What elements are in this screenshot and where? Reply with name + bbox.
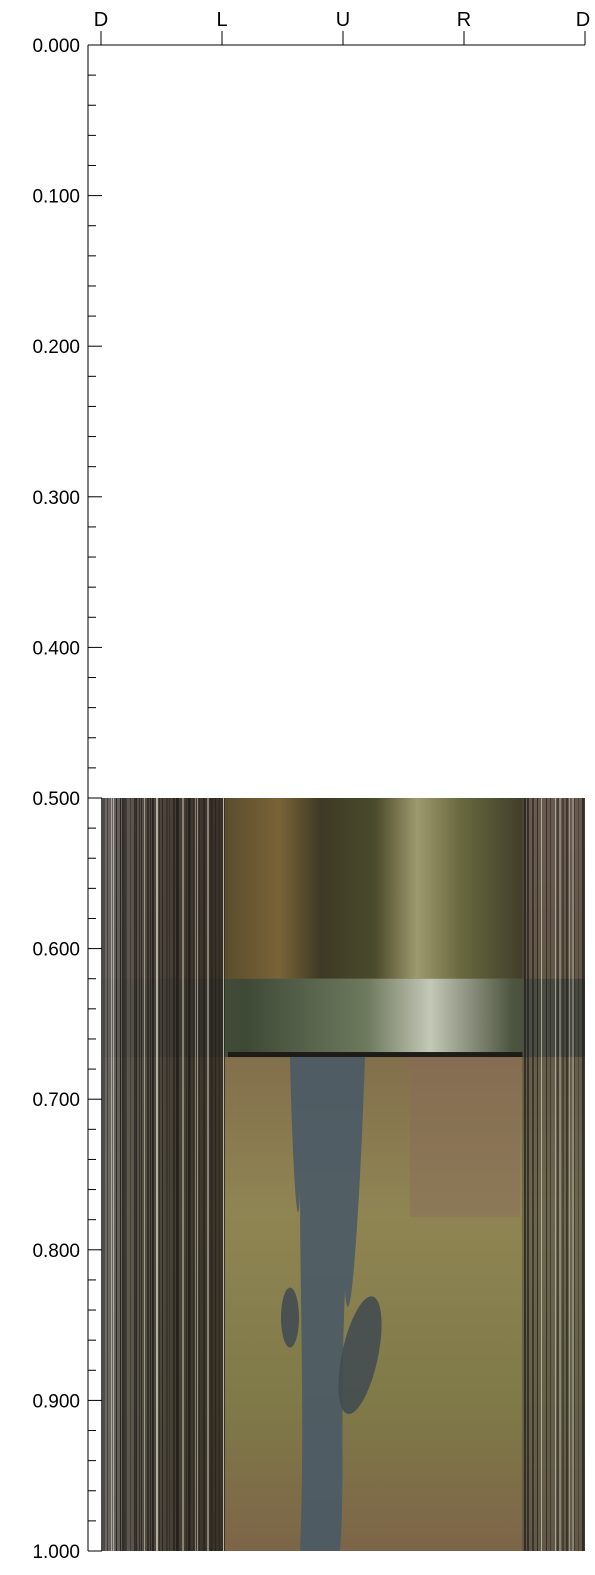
image-stripe <box>197 798 198 1551</box>
image-stripe <box>116 798 117 1551</box>
depth-label: 0.000 <box>32 36 80 57</box>
image-stripe <box>562 798 564 1551</box>
image-stripe <box>566 798 568 1551</box>
image-stripe <box>101 798 103 1551</box>
image-stripe <box>203 798 205 1551</box>
depth-label: 0.900 <box>32 1391 80 1412</box>
orientation-label: R <box>457 9 471 31</box>
image-stripe <box>169 798 170 1551</box>
image-stripe <box>578 798 579 1551</box>
image-stripe <box>574 798 575 1551</box>
image-stripe <box>559 798 561 1551</box>
depth-label: 0.400 <box>32 638 80 659</box>
image-stripe <box>527 798 529 1551</box>
image-stripe <box>134 798 136 1551</box>
depth-label: 1.000 <box>32 1542 80 1563</box>
depth-label: 0.300 <box>32 488 80 509</box>
image-stripe <box>141 798 142 1551</box>
depth-label: 0.200 <box>32 337 80 358</box>
image-stripe <box>215 798 216 1551</box>
soil-patch <box>410 1057 520 1218</box>
image-stripe <box>182 798 184 1551</box>
image-stripe <box>159 798 160 1551</box>
depth-axis: 0.000 0.100 0.200 0.300 0.400 0.500 0.600 0.700… <box>32 36 102 1563</box>
image-stripe <box>124 798 126 1551</box>
image-stripe <box>546 798 547 1551</box>
image-stripe <box>199 798 200 1551</box>
image-stripe <box>173 798 175 1551</box>
image-stripe <box>190 798 191 1551</box>
stripe-group <box>101 798 585 1551</box>
image-stripe <box>150 798 151 1551</box>
image-stripe <box>144 798 145 1551</box>
image-stripe <box>107 798 108 1551</box>
image-stripe <box>113 798 114 1551</box>
image-stripe <box>555 798 556 1551</box>
depth-label: 0.100 <box>32 187 80 208</box>
image-stripe <box>550 798 551 1551</box>
orientation-label: D <box>94 9 108 31</box>
depth-label: 0.700 <box>32 1090 80 1111</box>
image-stripe <box>176 798 178 1551</box>
image-stripe <box>139 798 140 1551</box>
image-stripe <box>524 798 526 1551</box>
pipe-section <box>225 798 525 979</box>
image-stripe <box>186 798 187 1551</box>
image-stripe <box>210 798 212 1551</box>
image-stripe <box>532 798 534 1551</box>
image-stripe <box>147 798 149 1551</box>
image-stripe <box>178 798 179 1551</box>
image-stripe <box>537 798 538 1551</box>
image-stripe <box>120 798 121 1551</box>
orientation-label: L <box>216 9 227 31</box>
pipe-joint-edge <box>228 1052 523 1058</box>
image-stripe <box>152 798 154 1551</box>
image-stripe <box>584 798 585 1551</box>
image-stripe <box>122 798 124 1551</box>
image-stripe <box>103 798 105 1551</box>
image-stripe <box>188 798 190 1551</box>
image-stripe <box>126 798 127 1551</box>
image-stripe <box>166 798 168 1551</box>
image-stripe <box>207 798 209 1551</box>
image-stripe <box>162 798 163 1551</box>
water-pocket <box>338 1296 382 1415</box>
borehole-image <box>101 798 585 1551</box>
image-stripe <box>582 798 584 1551</box>
image-stripe <box>136 798 137 1551</box>
image-stripe <box>223 798 224 1551</box>
depth-label: 0.500 <box>32 789 80 810</box>
image-stripe <box>212 798 213 1551</box>
image-stripe <box>572 798 574 1551</box>
image-stripe <box>557 798 559 1551</box>
image-stripe <box>193 798 194 1551</box>
image-stripe <box>195 798 196 1551</box>
orientation-label: D <box>576 9 590 31</box>
image-stripe <box>541 798 542 1551</box>
image-stripe <box>111 798 112 1551</box>
image-stripe <box>130 798 131 1551</box>
image-stripe <box>219 798 220 1551</box>
water-pocket <box>281 1287 299 1348</box>
image-stripe <box>156 798 158 1551</box>
right-stripe-region <box>522 798 585 1551</box>
water-channel <box>290 1057 365 1551</box>
depth-label: 0.600 <box>32 940 80 961</box>
depth-label: 0.800 <box>32 1241 80 1262</box>
image-stripe <box>569 798 570 1551</box>
orientation-label: U <box>336 9 350 31</box>
